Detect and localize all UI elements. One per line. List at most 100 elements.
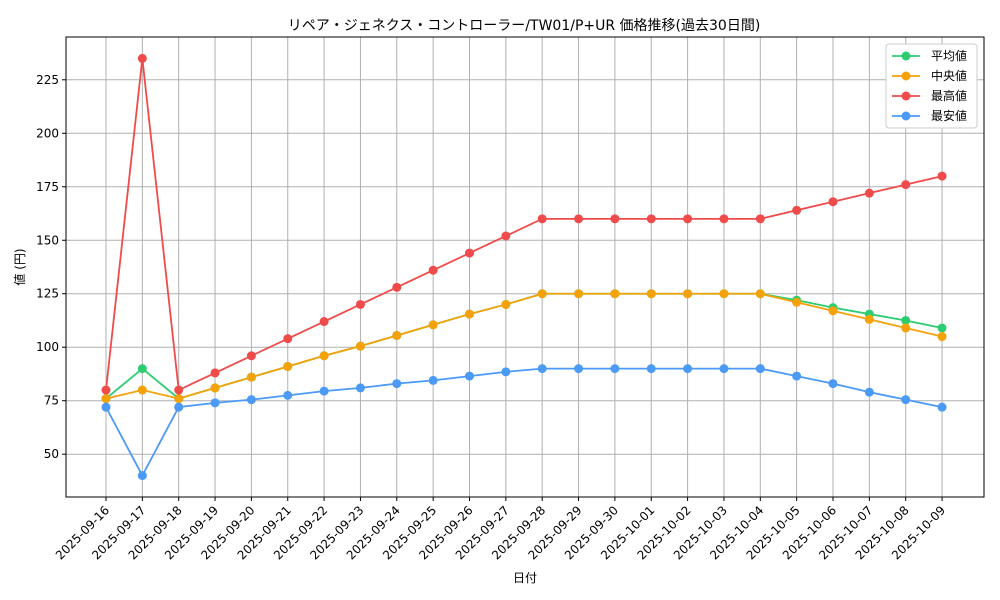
plot-frame (65, 36, 985, 498)
series-1 (101, 289, 947, 404)
data-point (610, 214, 620, 224)
series-2 (101, 53, 947, 395)
data-point (792, 371, 802, 381)
data-point (283, 390, 293, 400)
y-tick-label: 50 (44, 447, 59, 461)
data-point (719, 364, 729, 374)
data-point (174, 394, 184, 404)
y-tick-label: 75 (44, 394, 59, 408)
data-point (392, 379, 402, 389)
data-point (864, 188, 874, 198)
data-point (574, 214, 584, 224)
data-point (246, 351, 256, 361)
data-point (828, 379, 838, 389)
data-point (755, 289, 765, 299)
data-point (792, 297, 802, 307)
data-point (283, 334, 293, 344)
data-point (101, 394, 111, 404)
data-point (610, 289, 620, 299)
data-point (792, 205, 802, 215)
data-point (683, 214, 693, 224)
data-point (646, 214, 656, 224)
data-point (101, 402, 111, 412)
data-point (428, 375, 438, 385)
data-point (355, 299, 365, 309)
data-point (210, 383, 220, 393)
data-point (646, 289, 656, 299)
data-point (683, 289, 693, 299)
legend-marker (901, 111, 911, 121)
data-point (864, 387, 874, 397)
legend-label: 最高値 (931, 88, 967, 103)
data-point (501, 231, 511, 241)
legend-marker (901, 91, 911, 101)
y-tick-label: 200 (36, 126, 59, 140)
legend-label: 中央値 (931, 68, 967, 83)
data-point (901, 180, 911, 190)
data-point (174, 385, 184, 395)
series-0 (101, 289, 947, 404)
data-point (901, 395, 911, 405)
y-axis-label: 値 (円) (12, 248, 27, 285)
series-line (105, 367, 943, 478)
data-point (137, 385, 147, 395)
y-ticks: 50 75 100 125 150 175 200 225 (36, 73, 66, 461)
data-point (392, 330, 402, 340)
data-point (319, 317, 329, 327)
data-point (246, 395, 256, 405)
data-point (465, 371, 474, 381)
data-point (901, 315, 911, 325)
data-point (901, 323, 911, 333)
data-point (101, 385, 111, 395)
y-tick-label: 225 (36, 73, 59, 87)
data-point (537, 364, 547, 374)
data-point (828, 306, 838, 316)
grid (66, 37, 984, 497)
data-point (428, 265, 438, 275)
data-point (174, 402, 184, 412)
series-line (105, 292, 943, 400)
data-point (137, 364, 147, 374)
data-point (210, 398, 220, 408)
legend-label: 平均値 (931, 48, 967, 63)
data-point (465, 309, 474, 319)
data-point (246, 372, 256, 382)
data-point (283, 361, 293, 371)
data-point (392, 282, 402, 292)
legend-marker (901, 51, 911, 61)
data-point (937, 323, 947, 333)
data-point (319, 351, 329, 361)
y-tick-label: 175 (36, 180, 59, 194)
data-point (137, 53, 147, 63)
data-point (465, 248, 474, 258)
data-point (501, 367, 511, 377)
data-point (937, 402, 947, 412)
data-point (501, 299, 511, 309)
y-tick-label: 150 (36, 233, 59, 247)
x-ticks: 2025-09-162025-09-172025-09-182025-09-19… (53, 497, 948, 562)
data-point (719, 214, 729, 224)
data-point (137, 471, 147, 481)
x-axis-label: 日付 (513, 571, 537, 585)
data-point (937, 332, 947, 342)
data-point (574, 364, 584, 374)
data-point (864, 314, 874, 324)
series-3 (101, 364, 947, 481)
data-point (355, 383, 365, 393)
data-point (537, 289, 547, 299)
data-point (646, 364, 656, 374)
legend-label: 最安値 (931, 108, 967, 123)
legend-item: 最安値 (892, 108, 967, 123)
legend-item: 平均値 (892, 48, 967, 63)
data-point (355, 341, 365, 351)
data-point (210, 368, 220, 378)
data-point (937, 171, 947, 181)
data-point (537, 214, 547, 224)
legend-item: 中央値 (892, 68, 967, 83)
data-point (755, 364, 765, 374)
legend-box (885, 43, 978, 129)
chart-title: リペア・ジェネクス・コントローラー/TW01/P+UR 価格推移(過去30日間) (288, 18, 761, 34)
data-point (319, 386, 329, 396)
